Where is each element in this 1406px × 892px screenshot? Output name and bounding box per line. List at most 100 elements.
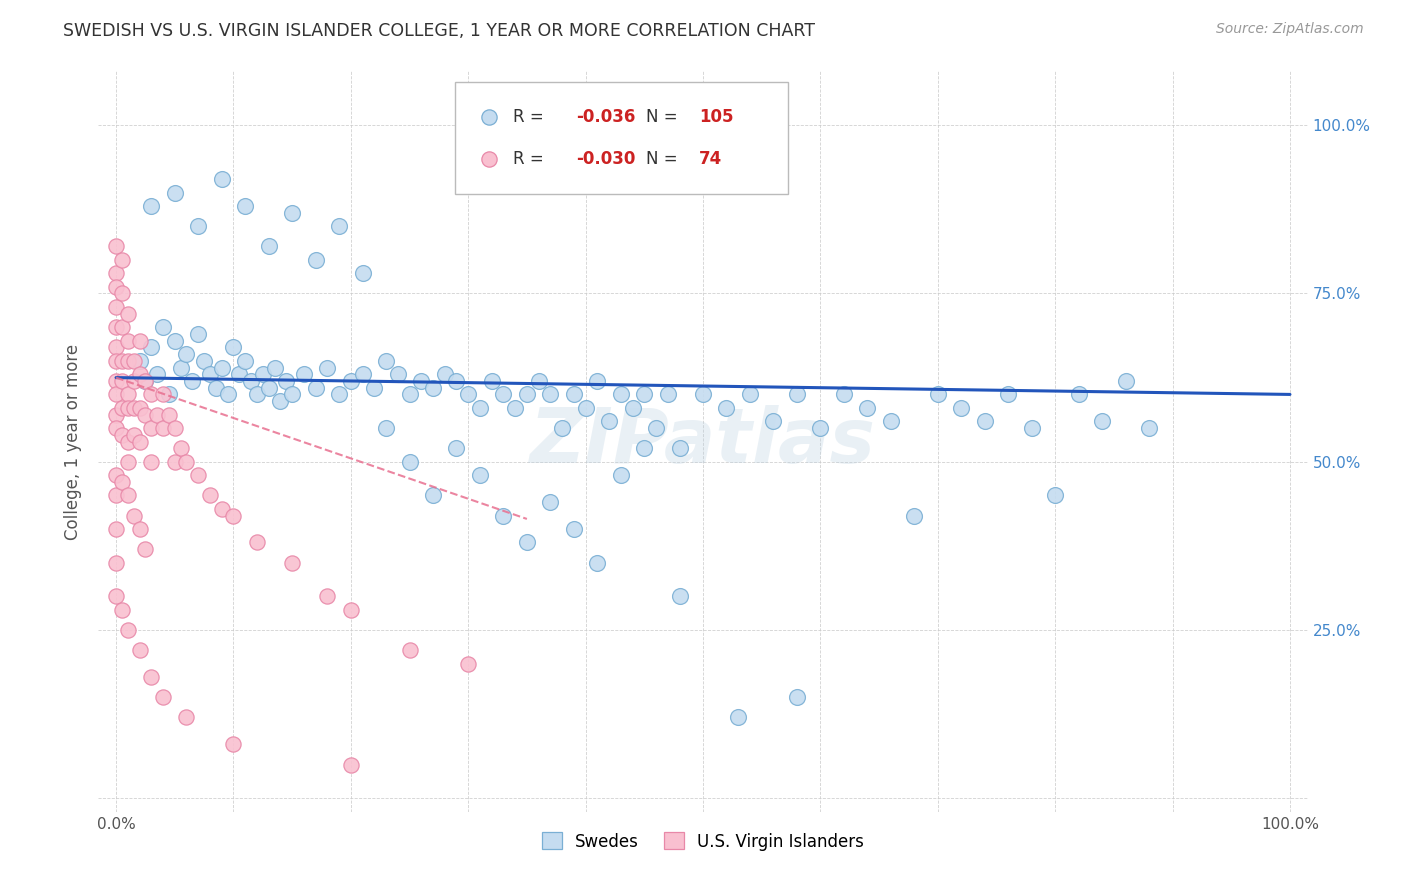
Point bbox=[141, 387, 163, 401]
Point bbox=[141, 670, 163, 684]
Point bbox=[422, 488, 444, 502]
Point bbox=[668, 442, 690, 456]
Point bbox=[973, 414, 995, 428]
Point bbox=[157, 408, 180, 422]
Point bbox=[141, 455, 163, 469]
Point bbox=[117, 434, 139, 449]
Point bbox=[468, 401, 491, 415]
Point bbox=[340, 757, 363, 772]
Point bbox=[157, 387, 180, 401]
Point bbox=[134, 374, 156, 388]
Point bbox=[856, 401, 879, 415]
Point bbox=[105, 353, 128, 368]
Point bbox=[105, 468, 128, 483]
Point bbox=[516, 535, 538, 549]
Point bbox=[128, 643, 150, 657]
Text: SWEDISH VS U.S. VIRGIN ISLANDER COLLEGE, 1 YEAR OR MORE CORRELATION CHART: SWEDISH VS U.S. VIRGIN ISLANDER COLLEGE,… bbox=[63, 22, 815, 40]
Point bbox=[211, 172, 233, 186]
Point bbox=[233, 353, 256, 368]
Point bbox=[1067, 387, 1090, 401]
Point bbox=[328, 219, 350, 234]
Point bbox=[193, 353, 215, 368]
Point bbox=[492, 387, 515, 401]
Point bbox=[292, 368, 315, 382]
Point bbox=[105, 522, 128, 536]
Text: R =: R = bbox=[513, 150, 550, 169]
Point bbox=[198, 368, 221, 382]
Point bbox=[146, 408, 169, 422]
Point bbox=[187, 468, 209, 483]
Point bbox=[433, 368, 456, 382]
Point bbox=[375, 353, 398, 368]
Point bbox=[257, 381, 280, 395]
Point bbox=[457, 387, 479, 401]
Point bbox=[927, 387, 949, 401]
Point bbox=[1091, 414, 1114, 428]
Point bbox=[181, 374, 204, 388]
Point bbox=[105, 408, 128, 422]
Point bbox=[246, 535, 269, 549]
Point bbox=[122, 374, 145, 388]
Point bbox=[211, 360, 233, 375]
Point bbox=[122, 401, 145, 415]
Point bbox=[786, 387, 808, 401]
Point bbox=[134, 408, 156, 422]
Point bbox=[304, 381, 326, 395]
Point bbox=[276, 374, 298, 388]
Point bbox=[340, 603, 363, 617]
Point bbox=[281, 387, 304, 401]
Point bbox=[169, 360, 191, 375]
Point bbox=[111, 286, 134, 301]
Point bbox=[716, 401, 738, 415]
Point bbox=[111, 475, 134, 489]
Point bbox=[246, 387, 269, 401]
Text: Source: ZipAtlas.com: Source: ZipAtlas.com bbox=[1216, 22, 1364, 37]
Point bbox=[621, 401, 644, 415]
Point bbox=[222, 738, 245, 752]
Legend: Swedes, U.S. Virgin Islanders: Swedes, U.S. Virgin Islanders bbox=[533, 824, 873, 859]
Point bbox=[527, 374, 550, 388]
Point bbox=[176, 347, 198, 361]
Point bbox=[1137, 421, 1160, 435]
Point bbox=[786, 690, 808, 705]
Text: N =: N = bbox=[647, 150, 683, 169]
Point bbox=[187, 219, 209, 234]
Point bbox=[832, 387, 855, 401]
Point bbox=[997, 387, 1019, 401]
Text: 74: 74 bbox=[699, 150, 723, 169]
Point bbox=[204, 381, 226, 395]
Y-axis label: College, 1 year or more: College, 1 year or more bbox=[65, 343, 83, 540]
Point bbox=[122, 353, 145, 368]
Point bbox=[152, 387, 174, 401]
Point bbox=[1043, 488, 1066, 502]
Point bbox=[422, 381, 444, 395]
Point bbox=[398, 387, 420, 401]
Point bbox=[610, 468, 633, 483]
Point bbox=[257, 239, 280, 253]
Point bbox=[328, 387, 350, 401]
Point bbox=[516, 387, 538, 401]
Point bbox=[141, 340, 163, 354]
Point bbox=[222, 340, 245, 354]
Point bbox=[240, 374, 263, 388]
Point bbox=[233, 199, 256, 213]
Point bbox=[152, 690, 174, 705]
Point bbox=[610, 387, 633, 401]
Point bbox=[152, 421, 174, 435]
Point bbox=[598, 414, 620, 428]
Point bbox=[163, 421, 186, 435]
Point bbox=[111, 427, 134, 442]
Point bbox=[111, 401, 134, 415]
Point bbox=[586, 374, 609, 388]
Point bbox=[316, 360, 339, 375]
Point bbox=[950, 401, 973, 415]
Point bbox=[352, 368, 374, 382]
Point bbox=[217, 387, 239, 401]
Point bbox=[134, 542, 156, 557]
Point bbox=[1021, 421, 1043, 435]
Point bbox=[146, 368, 169, 382]
Point bbox=[252, 368, 274, 382]
Point bbox=[141, 421, 163, 435]
Text: ZIPatlas: ZIPatlas bbox=[530, 405, 876, 478]
Point bbox=[738, 387, 761, 401]
